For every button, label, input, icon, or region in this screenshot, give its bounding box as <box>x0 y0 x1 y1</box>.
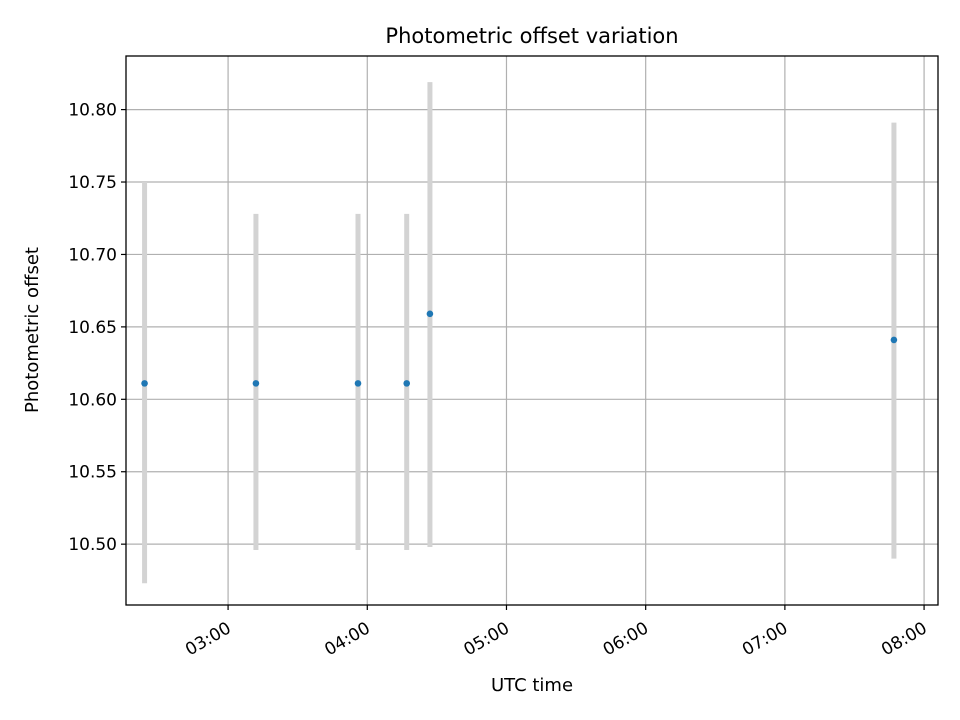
data-point <box>141 380 148 387</box>
y-tick-label: 10.60 <box>68 390 117 410</box>
y-tick-label: 10.80 <box>68 101 117 121</box>
y-axis-label: Photometric offset <box>22 247 43 413</box>
data-point <box>403 380 411 387</box>
y-tick-label: 10.50 <box>68 535 117 555</box>
chart-title: Photometric offset variation <box>385 24 678 48</box>
data-point <box>426 310 434 318</box>
data-point <box>354 380 362 387</box>
plot-area-frame <box>125 55 939 606</box>
y-tick-label: 10.55 <box>68 463 117 483</box>
y-tick-label: 10.70 <box>68 245 117 265</box>
y-tick-label: 10.65 <box>68 318 117 338</box>
data-point <box>252 380 260 387</box>
data-point <box>890 336 898 344</box>
x-axis-label: UTC time <box>491 675 573 696</box>
y-axis-ticks: 10.50 10.55 10.60 10.65 10.70 10.75 10.80 <box>68 101 126 555</box>
data-points <box>141 310 898 387</box>
grid <box>126 56 938 605</box>
y-tick-label: 10.75 <box>68 173 117 193</box>
